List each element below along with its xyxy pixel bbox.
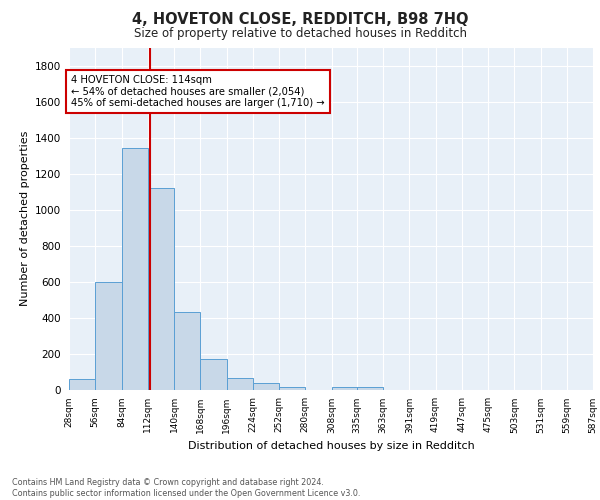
Bar: [148, 188, 174, 390]
Text: 4 HOVETON CLOSE: 114sqm
← 54% of detached houses are smaller (2,054)
45% of semi: 4 HOVETON CLOSE: 114sqm ← 54% of detache…: [71, 74, 325, 108]
Text: 4, HOVETON CLOSE, REDDITCH, B98 7HQ: 4, HOVETON CLOSE, REDDITCH, B98 7HQ: [132, 12, 468, 28]
Text: Size of property relative to detached houses in Redditch: Size of property relative to detached ho…: [133, 28, 467, 40]
Bar: [357, 387, 383, 390]
Bar: [279, 387, 305, 390]
Text: Contains HM Land Registry data © Crown copyright and database right 2024.
Contai: Contains HM Land Registry data © Crown c…: [12, 478, 361, 498]
Bar: [121, 148, 148, 390]
Bar: [331, 387, 358, 390]
Bar: [69, 379, 95, 390]
Bar: [227, 378, 253, 390]
Bar: [253, 383, 279, 390]
X-axis label: Distribution of detached houses by size in Redditch: Distribution of detached houses by size …: [188, 441, 475, 451]
Bar: [95, 282, 121, 390]
Bar: [200, 360, 227, 390]
Y-axis label: Number of detached properties: Number of detached properties: [20, 131, 29, 306]
Bar: [174, 312, 200, 390]
